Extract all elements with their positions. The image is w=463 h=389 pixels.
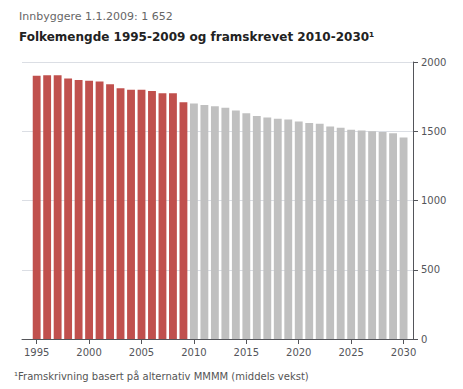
svg-text:¹Framskrivning basert på alter: ¹Framskrivning basert på alternativ MMMM…	[14, 370, 309, 382]
svg-text:500: 500	[421, 264, 440, 275]
svg-text:1995: 1995	[24, 347, 49, 358]
svg-text:2030: 2030	[391, 347, 416, 358]
svg-text:Innbyggere 1.1.2009: 1 652: Innbyggere 1.1.2009: 1 652	[19, 10, 173, 23]
svg-text:2005: 2005	[129, 347, 154, 358]
svg-text:1500: 1500	[421, 126, 446, 137]
svg-text:2015: 2015	[234, 347, 259, 358]
svg-text:2000: 2000	[76, 347, 101, 358]
svg-text:Folkemengde 1995-2009 og frams: Folkemengde 1995-2009 og framskrevet 201…	[19, 30, 374, 44]
svg-text:2020: 2020	[286, 347, 311, 358]
svg-text:2025: 2025	[338, 347, 363, 358]
svg-text:2010: 2010	[181, 347, 206, 358]
svg-text:1000: 1000	[421, 195, 446, 206]
svg-text:0: 0	[421, 334, 427, 345]
svg-text:2000: 2000	[421, 57, 446, 68]
